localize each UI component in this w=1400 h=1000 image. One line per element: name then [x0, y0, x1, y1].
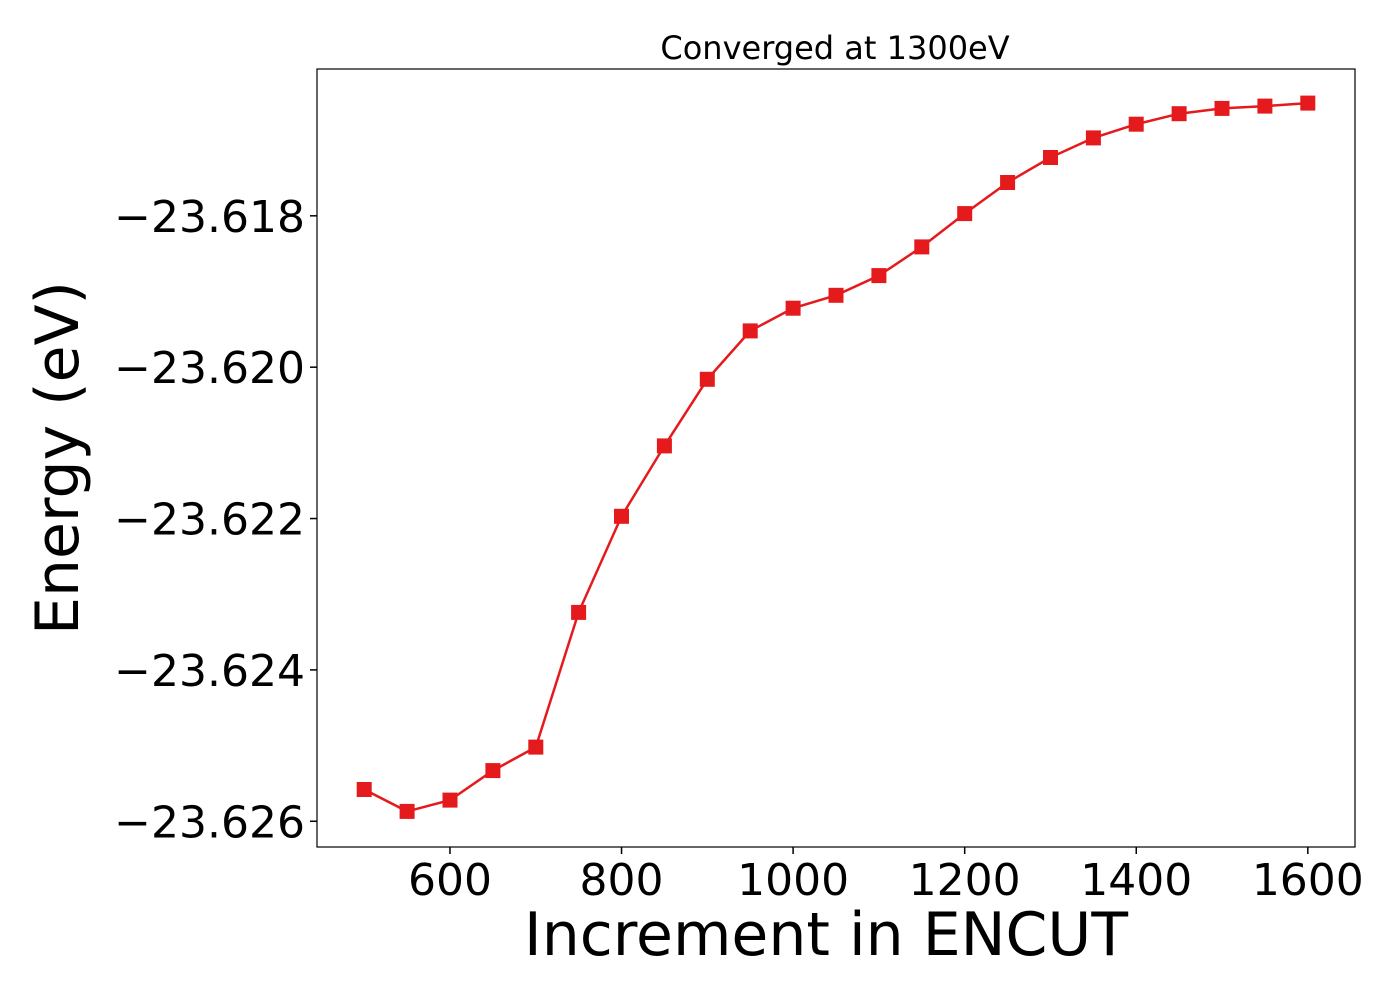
data-point-marker — [571, 604, 587, 620]
data-point-marker — [699, 371, 715, 387]
x-tick-label: 800 — [580, 855, 664, 906]
x-tick-label: 1000 — [737, 855, 849, 906]
data-point-marker — [1000, 175, 1016, 190]
data-point-marker — [528, 739, 544, 755]
x-tick-label: 1600 — [1252, 855, 1364, 906]
data-point-marker — [1171, 106, 1187, 122]
chart-title: Converged at 1300eV — [660, 29, 1009, 67]
y-tick-label: −23.620 — [114, 343, 305, 394]
y-axis: −23.618 −23.620 −23.622 −23.624 −23.626 — [114, 192, 317, 848]
data-point-marker — [742, 323, 758, 339]
y-tick-label: −23.618 — [114, 192, 305, 243]
data-point-marker — [871, 268, 887, 284]
x-axis-label: Increment in ENCUT — [524, 900, 1128, 970]
data-point-marker — [1257, 98, 1273, 114]
data-point-marker — [1043, 150, 1058, 165]
data-point-marker — [614, 508, 629, 524]
plot-area — [316, 68, 1356, 848]
data-point-marker — [399, 803, 415, 819]
data-point-marker — [1214, 100, 1230, 116]
y-tick-label: −23.622 — [114, 495, 305, 546]
x-tick-label: 1400 — [1080, 855, 1192, 906]
data-point-marker — [656, 438, 672, 454]
data-point-marker — [785, 300, 801, 316]
x-tick-label: 1200 — [909, 855, 1021, 906]
data-point-marker — [914, 239, 930, 255]
x-axis: 600 800 1000 1200 1400 1600 — [408, 847, 1364, 906]
series-energy — [356, 95, 1316, 819]
series-line — [363, 101, 1308, 813]
data-point-marker — [1300, 95, 1316, 111]
y-tick-label: −23.624 — [114, 646, 305, 697]
data-point-marker — [356, 782, 372, 797]
data-point-marker — [957, 206, 973, 222]
data-point-marker — [1085, 130, 1101, 146]
series-markers — [356, 95, 1316, 819]
data-point-marker — [485, 763, 501, 779]
y-axis-label: Energy (eV) — [23, 281, 93, 635]
data-point-marker — [1128, 116, 1144, 132]
data-point-marker — [442, 792, 458, 808]
y-tick-label: −23.626 — [114, 797, 305, 848]
data-point-marker — [828, 287, 844, 303]
x-tick-label: 600 — [408, 855, 492, 906]
